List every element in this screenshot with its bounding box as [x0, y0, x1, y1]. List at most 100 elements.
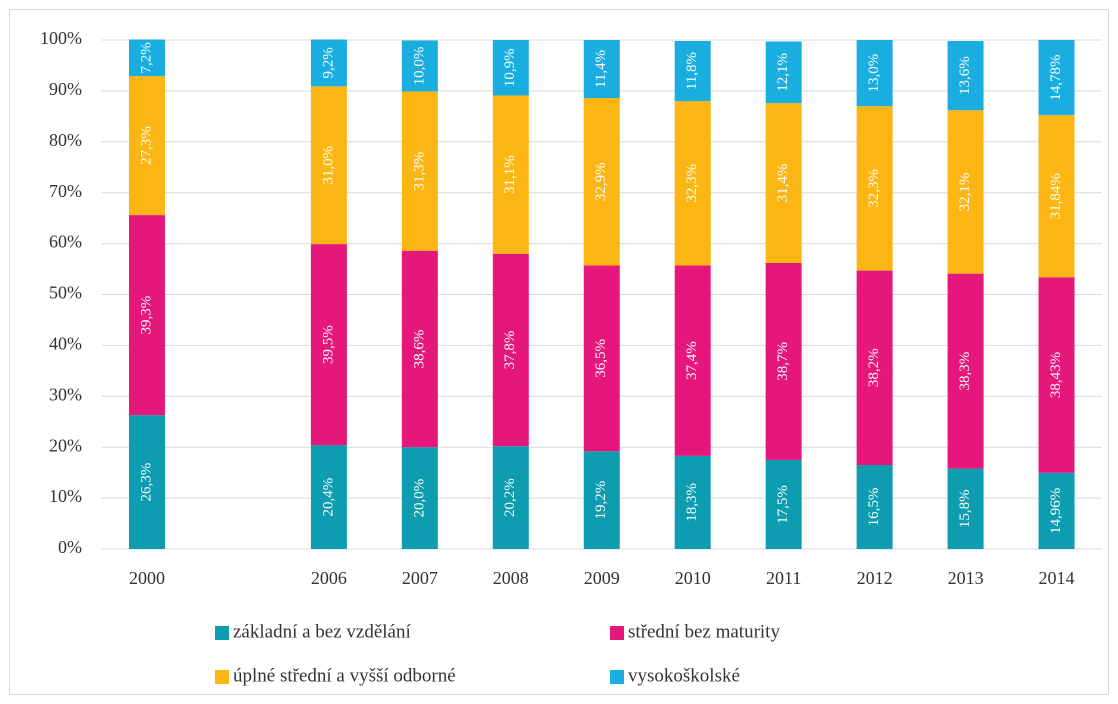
bar-segment: [765, 103, 802, 263]
bar-segment: [1038, 115, 1075, 278]
x-tick-label: 2011: [766, 568, 801, 588]
bar-segment: [492, 446, 529, 549]
legend-swatch: [215, 626, 229, 640]
bar-segment: [401, 447, 438, 549]
bar-segment: [674, 265, 711, 456]
data-label: 27,3%: [138, 126, 154, 165]
data-label: 9,2%: [320, 47, 336, 78]
bar-segment: [583, 265, 620, 452]
data-label: 31,1%: [502, 155, 518, 194]
data-label: 19,2%: [593, 481, 609, 520]
data-label: 38,6%: [411, 330, 427, 369]
data-label: 31,4%: [775, 164, 791, 203]
bar-segment: [765, 459, 802, 549]
bar-segment: [128, 39, 165, 77]
bar-segment: [1038, 472, 1075, 549]
x-tick-label: 2009: [584, 568, 620, 588]
bar-segment: [583, 40, 620, 99]
data-label: 38,7%: [775, 342, 791, 381]
bar-segment: [765, 41, 802, 104]
data-label: 12,1%: [775, 53, 791, 92]
bar-segment: [401, 250, 438, 448]
x-tick-label: 2014: [1039, 568, 1075, 588]
data-label: 14,78%: [1048, 54, 1064, 100]
data-label: 39,3%: [138, 296, 154, 335]
bar-segment: [1038, 277, 1075, 473]
y-tick-label: 50%: [49, 283, 82, 303]
data-label: 7,2%: [138, 42, 154, 73]
data-label: 16,5%: [866, 488, 882, 527]
y-tick-label: 80%: [49, 130, 82, 150]
data-label: 32,9%: [593, 162, 609, 201]
data-label: 18,3%: [684, 483, 700, 522]
x-tick-label: 2010: [675, 568, 711, 588]
x-tick-label: 2013: [948, 568, 984, 588]
bar-segment: [401, 40, 438, 92]
y-tick-label: 10%: [49, 486, 82, 506]
bar-segment: [947, 41, 984, 111]
legend-swatch: [610, 670, 624, 684]
data-label: 32,3%: [684, 164, 700, 203]
y-tick-label: 20%: [49, 435, 82, 455]
bar-segment: [492, 253, 529, 447]
bar-segment: [947, 110, 984, 274]
bar-segment: [310, 39, 347, 87]
y-tick-label: 70%: [49, 181, 82, 201]
data-label: 38,43%: [1048, 352, 1064, 398]
legend-label: vysokoškolské: [628, 665, 740, 686]
data-label: 15,8%: [957, 489, 973, 528]
bar-segment: [674, 455, 711, 549]
data-label: 13,0%: [866, 54, 882, 93]
x-tick-label: 2007: [402, 568, 438, 588]
data-label: 31,0%: [320, 146, 336, 185]
bar-segment: [856, 270, 893, 466]
data-label: 36,5%: [593, 339, 609, 378]
x-tick-label: 2012: [857, 568, 893, 588]
bar-segment: [310, 244, 347, 446]
data-label: 38,2%: [866, 348, 882, 387]
bar-segment: [583, 451, 620, 549]
bar-segment: [401, 91, 438, 251]
bar-segment: [128, 415, 165, 549]
bar-segment: [492, 40, 529, 96]
data-label: 26,3%: [138, 463, 154, 502]
data-label: 37,4%: [684, 341, 700, 380]
bar-segment: [674, 41, 711, 102]
data-label: 20,2%: [502, 478, 518, 517]
bar-segment: [1038, 39, 1075, 116]
data-label: 39,5%: [320, 325, 336, 364]
bar-segment: [856, 40, 893, 107]
data-label: 14,96%: [1048, 488, 1064, 534]
bar-segment: [947, 468, 984, 549]
data-label: 32,1%: [957, 173, 973, 212]
data-label: 37,8%: [502, 331, 518, 370]
y-tick-label: 30%: [49, 384, 82, 404]
y-tick-label: 60%: [49, 232, 82, 252]
legend-swatch: [215, 670, 229, 684]
legend-swatch: [610, 626, 624, 640]
y-tick-label: 0%: [58, 537, 82, 557]
y-tick-label: 100%: [40, 28, 82, 48]
bar-segment: [583, 98, 620, 266]
legend-label: střední bez maturity: [628, 621, 780, 642]
data-label: 10,0%: [411, 47, 427, 86]
data-label: 32,3%: [866, 169, 882, 208]
data-label: 20,4%: [320, 478, 336, 517]
data-label: 11,8%: [684, 52, 700, 90]
data-label: 11,4%: [593, 50, 609, 88]
legend-label: základní a bez vzdělání: [233, 621, 411, 642]
data-label: 17,5%: [775, 485, 791, 524]
data-label: 20,0%: [411, 479, 427, 518]
y-tick-label: 40%: [49, 334, 82, 354]
bar-segment: [128, 76, 165, 216]
bar-segment: [947, 273, 984, 469]
data-label: 38,3%: [957, 352, 973, 391]
data-label: 13,6%: [957, 56, 973, 95]
data-label: 31,84%: [1048, 173, 1064, 219]
bar-segment: [492, 95, 529, 254]
data-label: 31,3%: [411, 152, 427, 191]
bar-segment: [856, 465, 893, 549]
bar-segment: [674, 101, 711, 266]
x-tick-label: 2000: [129, 568, 165, 588]
